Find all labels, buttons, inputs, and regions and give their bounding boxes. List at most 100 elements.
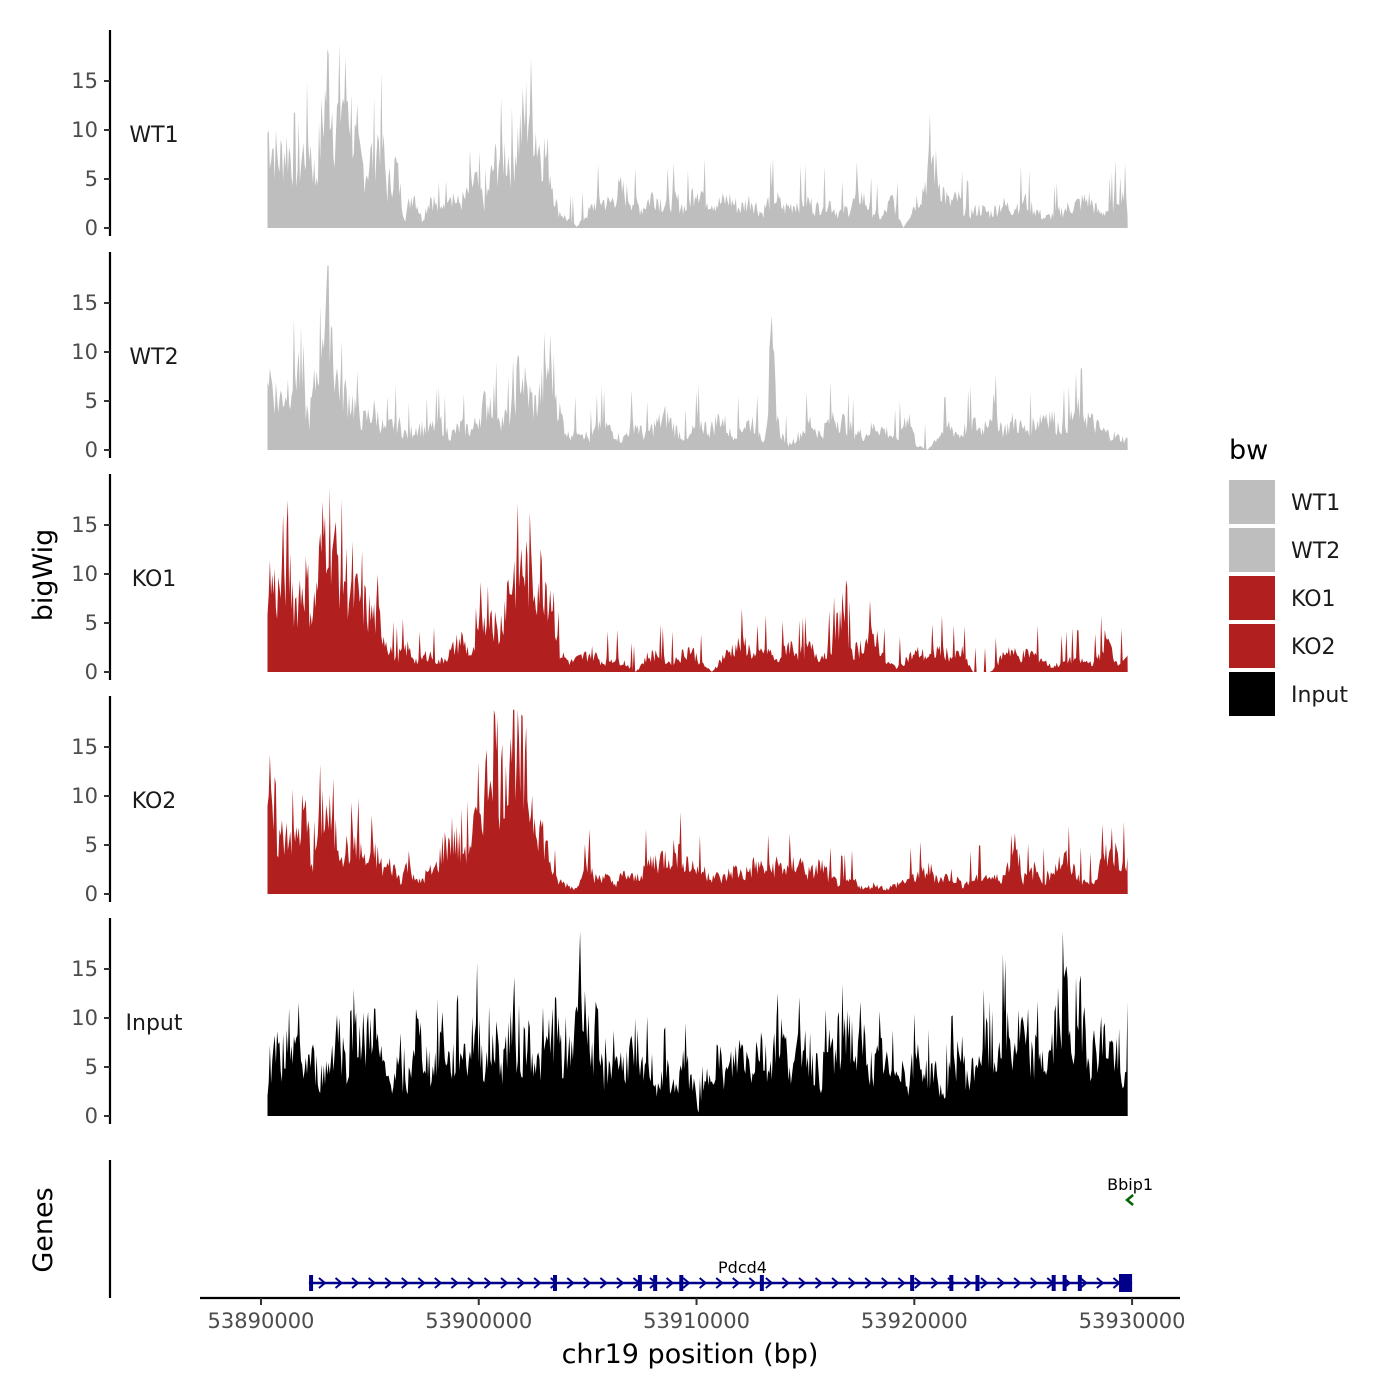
- legend-key-wt2: [1229, 528, 1275, 572]
- legend: bw WT1 WT2 KO1 KO2 Input: [1229, 435, 1348, 716]
- strand-arrow: [467, 1277, 476, 1289]
- exon: [637, 1275, 642, 1291]
- strand-arrow: [450, 1277, 459, 1289]
- track-input: 0 5 10 15 Input: [71, 918, 1128, 1128]
- strand-arrow: [500, 1277, 509, 1289]
- track-ko1: 0 5 10 15 KO1: [71, 474, 1128, 684]
- strand-arrow: [599, 1277, 608, 1289]
- strand-arrow: [1030, 1277, 1039, 1289]
- legend-key-ko2: [1229, 624, 1275, 668]
- genes-axis-title: Genes: [28, 1187, 59, 1272]
- strand-arrow: [963, 1277, 973, 1289]
- exon: [975, 1275, 980, 1291]
- strand-arrow: [1079, 1277, 1088, 1289]
- y-tick-label: 10: [71, 118, 98, 142]
- legend-label-ko1: KO1: [1291, 587, 1336, 612]
- coverage-area-ko2: [267, 709, 1128, 894]
- exon: [910, 1275, 915, 1291]
- strand-arrow: [748, 1277, 757, 1289]
- strand-arrow: [616, 1277, 625, 1289]
- strand-arrow: [1013, 1277, 1022, 1289]
- strand-arrow: [698, 1277, 708, 1289]
- strand-arrow: [384, 1277, 393, 1289]
- track-label: KO1: [132, 567, 177, 592]
- strand-arrow: [814, 1277, 824, 1289]
- y-tick-label: 0: [85, 438, 98, 462]
- y-tick-label: 10: [71, 562, 98, 586]
- coverage-area-wt2: [267, 265, 1128, 450]
- strand-arrow: [881, 1277, 890, 1289]
- strand-arrow: [334, 1277, 344, 1289]
- y-tick-label: 15: [71, 69, 98, 93]
- coverage-area-input: [267, 931, 1128, 1116]
- strand-arrow: [914, 1277, 923, 1289]
- gene-pdcd4: Pdcd4: [308, 1258, 1133, 1292]
- exon: [1051, 1275, 1056, 1291]
- legend-label-input: Input: [1291, 683, 1348, 708]
- gene-label: Pdcd4: [718, 1258, 767, 1277]
- track-label: WT1: [129, 123, 178, 148]
- exon: [309, 1275, 314, 1291]
- strand-arrow: [980, 1277, 989, 1289]
- legend-label-wt1: WT1: [1291, 491, 1340, 516]
- legend-key-ko1: [1229, 576, 1275, 620]
- legend-key-wt1: [1229, 480, 1275, 524]
- strand-arrow: [1096, 1277, 1105, 1289]
- y-tick-label: 5: [85, 1055, 98, 1079]
- strand-arrow: [897, 1277, 906, 1289]
- exon: [1062, 1275, 1067, 1291]
- strand-arrow: [434, 1277, 443, 1289]
- legend-key-input: [1229, 672, 1275, 716]
- strand-arrow: [351, 1277, 360, 1289]
- strand-arrow: [533, 1277, 542, 1289]
- strand-arrow: [831, 1277, 840, 1289]
- y-tick-label: 5: [85, 833, 98, 857]
- y-tick-label: 0: [85, 882, 98, 906]
- strand-arrow: [483, 1277, 493, 1289]
- exon: [552, 1275, 557, 1291]
- track-label: KO2: [132, 789, 177, 814]
- strand-arrow: [732, 1277, 741, 1289]
- y-tick-label: 15: [71, 957, 98, 981]
- y-tick-label: 10: [71, 340, 98, 364]
- y-tick-label: 5: [85, 389, 98, 413]
- legend-label-wt2: WT2: [1291, 539, 1340, 564]
- exon-block: [1119, 1274, 1133, 1292]
- strand-arrow: [401, 1277, 410, 1289]
- y-tick-label: 0: [85, 1104, 98, 1128]
- coverage-area-ko1: [267, 487, 1128, 672]
- strand-arrow: [417, 1277, 426, 1289]
- x-axis-title: chr19 position (bp): [562, 1339, 819, 1370]
- strand-arrow: [864, 1277, 873, 1289]
- x-tick-label: 53890000: [208, 1309, 315, 1333]
- x-tick-label: 53930000: [1079, 1309, 1186, 1333]
- y-axis-title: bigWig: [28, 529, 59, 622]
- exon: [679, 1275, 684, 1291]
- x-tick-label: 53910000: [643, 1309, 750, 1333]
- bigwig-panels: 0 5 10 15 WT1 0 5 10 15 WT2 0 5 10 15 KO1 0 5 10 15 KO2 0 5 10…: [71, 30, 1128, 1128]
- y-tick-label: 10: [71, 1006, 98, 1030]
- strand-arrow: [996, 1277, 1006, 1289]
- strand-arrow: [566, 1277, 575, 1289]
- track-ko2: 0 5 10 15 KO2: [71, 696, 1128, 906]
- y-tick-label: 0: [85, 660, 98, 684]
- y-tick-label: 15: [71, 513, 98, 537]
- y-tick-label: 5: [85, 167, 98, 191]
- y-tick-label: 10: [71, 784, 98, 808]
- strand-arrow: [516, 1277, 526, 1289]
- track-wt2: 0 5 10 15 WT2: [71, 252, 1128, 462]
- exon: [949, 1275, 954, 1291]
- track-label: WT2: [129, 345, 178, 370]
- exon: [653, 1275, 658, 1291]
- x-tick-label: 53900000: [425, 1309, 532, 1333]
- strand-arrow: [798, 1277, 807, 1289]
- strand-arrow: [367, 1277, 377, 1289]
- exon: [759, 1275, 764, 1291]
- y-tick-label: 15: [71, 291, 98, 315]
- x-axis: 53890000 53900000 53910000 53920000 53930000: [200, 1296, 1186, 1333]
- legend-label-ko2: KO2: [1291, 635, 1336, 660]
- y-tick-label: 5: [85, 611, 98, 635]
- track-label: Input: [126, 1011, 183, 1036]
- strand-arrow: [847, 1277, 857, 1289]
